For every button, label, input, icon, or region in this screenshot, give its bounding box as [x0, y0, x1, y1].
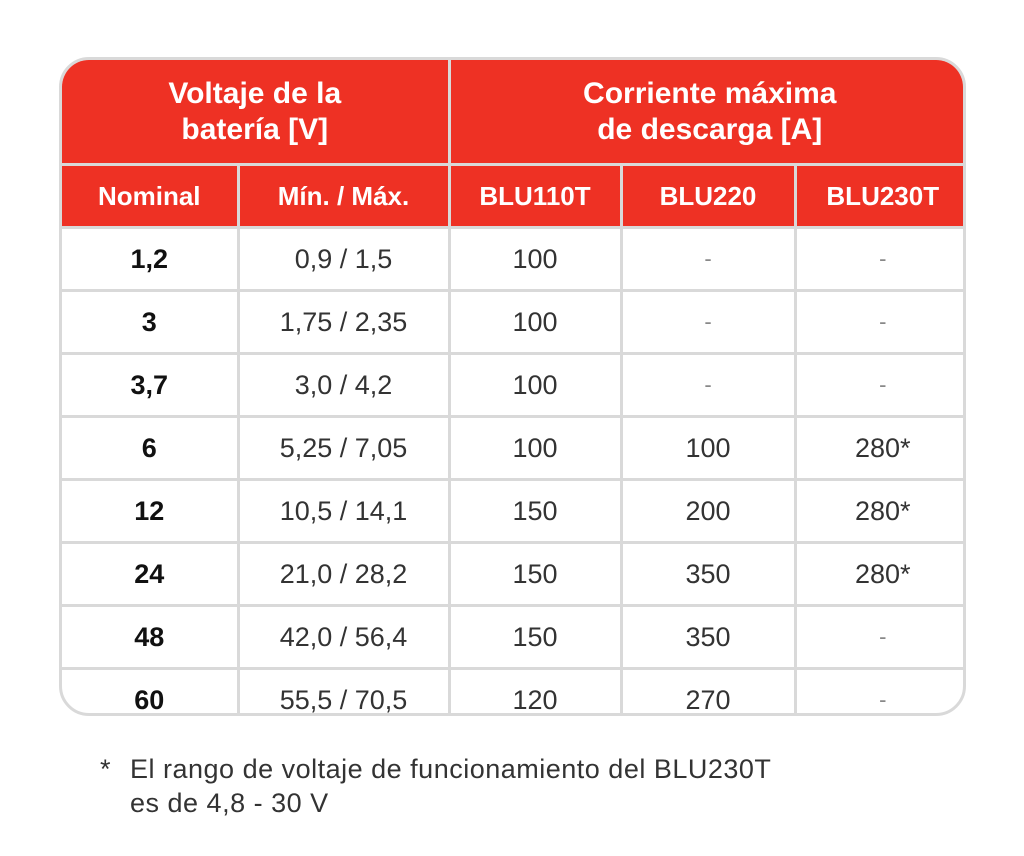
cell-blu220: 200 — [619, 478, 795, 543]
cell-nominal: 60 — [62, 667, 238, 713]
header-max-current-line2: de descarga [A] — [597, 112, 823, 146]
column-header-min-max: Mín. / Máx. — [236, 163, 449, 228]
cell-blu110t: 120 — [447, 667, 621, 713]
cell-nominal: 24 — [62, 541, 238, 606]
cell-min-max: 1,75 / 2,35 — [236, 289, 449, 354]
cell-blu230t: - — [793, 352, 963, 417]
cell-blu110t: 100 — [447, 352, 621, 417]
cell-blu110t: 100 — [447, 226, 621, 291]
cell-blu220: - — [619, 289, 795, 354]
column-header-blu220: BLU220 — [619, 163, 795, 228]
cell-blu110t: 150 — [447, 604, 621, 669]
discharge-current-table: Voltaje de la batería [V] Corriente máxi… — [59, 57, 966, 716]
cell-nominal: 3 — [62, 289, 238, 354]
column-header-row: Nominal Mín. / Máx. BLU110T BLU220 BLU23… — [62, 163, 963, 228]
table-body: 1,2 0,9 / 1,5 100- -3 1,75 / 2,35 100- -3,7 3,0… — [62, 226, 963, 713]
cell-min-max: 5,25 / 7,05 — [236, 415, 449, 480]
header-max-current-line1: Corriente máxima — [583, 76, 837, 110]
column-header-blu230t: BLU230T — [793, 163, 963, 228]
footnote-marker: * — [100, 754, 112, 784]
footnote-line2: es de 4,8 - 30 V — [130, 788, 329, 818]
table-row: 24 21,0 / 28,2 150 350 280* — [62, 541, 963, 606]
table-row: 3 1,75 / 2,35 100- - — [62, 289, 963, 354]
spec-table: Voltaje de la batería [V] Corriente máxi… — [62, 60, 963, 713]
table-row: 60 55,5 / 70,5 120 270- — [62, 667, 963, 713]
cell-blu110t: 100 — [447, 289, 621, 354]
column-header-nominal: Nominal — [62, 163, 238, 228]
cell-blu110t: 150 — [447, 478, 621, 543]
cell-blu230t: - — [793, 226, 963, 291]
cell-min-max: 3,0 / 4,2 — [236, 352, 449, 417]
cell-blu230t: 280* — [793, 478, 963, 543]
cell-nominal: 12 — [62, 478, 238, 543]
cell-nominal: 3,7 — [62, 352, 238, 417]
cell-blu220: 270 — [619, 667, 795, 713]
cell-blu230t: 280* — [793, 541, 963, 606]
cell-min-max: 42,0 / 56,4 — [236, 604, 449, 669]
cell-blu220: 350 — [619, 604, 795, 669]
cell-nominal: 1,2 — [62, 226, 238, 291]
table-row: 12 10,5 / 14,1 150 200 280* — [62, 478, 963, 543]
table-row: 3,7 3,0 / 4,2 100- - — [62, 352, 963, 417]
cell-min-max: 10,5 / 14,1 — [236, 478, 449, 543]
table-row: 1,2 0,9 / 1,5 100- - — [62, 226, 963, 291]
footnote-line1: El rango de voltaje de funcionamiento de… — [130, 754, 772, 784]
cell-blu220: 350 — [619, 541, 795, 606]
cell-min-max: 0,9 / 1,5 — [236, 226, 449, 291]
cell-blu230t: - — [793, 604, 963, 669]
group-header-row: Voltaje de la batería [V] Corriente máxi… — [62, 60, 963, 165]
cell-blu110t: 150 — [447, 541, 621, 606]
cell-blu220: - — [619, 226, 795, 291]
header-max-discharge-current: Corriente máxima de descarga [A] — [447, 60, 963, 165]
header-battery-voltage-line2: batería [V] — [181, 112, 329, 146]
cell-blu220: - — [619, 352, 795, 417]
cell-min-max: 55,5 / 70,5 — [236, 667, 449, 713]
cell-nominal: 6 — [62, 415, 238, 480]
cell-blu110t: 100 — [447, 415, 621, 480]
cell-blu230t: - — [793, 289, 963, 354]
header-battery-voltage-line1: Voltaje de la — [168, 76, 342, 110]
column-header-blu110t: BLU110T — [447, 163, 621, 228]
cell-blu230t: - — [793, 667, 963, 713]
cell-blu230t: 280* — [793, 415, 963, 480]
cell-min-max: 21,0 / 28,2 — [236, 541, 449, 606]
table-row: 48 42,0 / 56,4 150 350- — [62, 604, 963, 669]
table-row: 6 5,25 / 7,05 100 100 280* — [62, 415, 963, 480]
cell-blu220: 100 — [619, 415, 795, 480]
footnote: * El rango de voltaje de funcionamiento d… — [100, 752, 945, 820]
header-battery-voltage: Voltaje de la batería [V] — [62, 60, 449, 165]
cell-nominal: 48 — [62, 604, 238, 669]
